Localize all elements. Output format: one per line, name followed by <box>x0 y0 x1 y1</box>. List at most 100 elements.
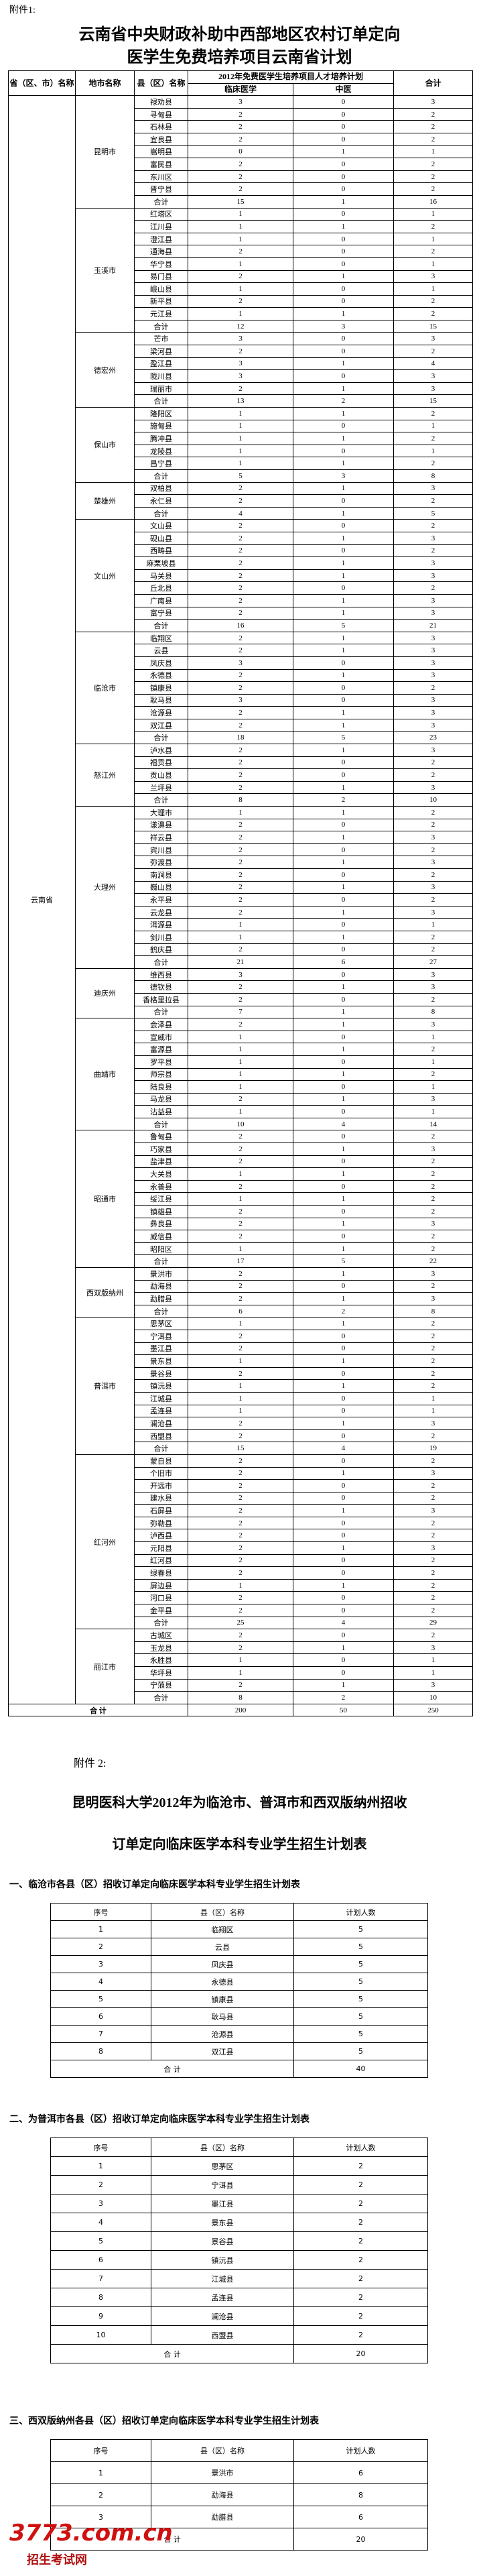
cell: 2 <box>188 880 293 894</box>
cell: 2 <box>188 1554 293 1568</box>
cell: 2 <box>393 843 474 857</box>
cell: 2 <box>50 2175 151 2194</box>
county: 新平县 <box>134 294 188 308</box>
cell: 1 <box>292 569 395 583</box>
cell: 2 <box>188 1018 293 1031</box>
row: 3 墨江县 2 <box>50 2194 428 2213</box>
subtotal-label: 合计 <box>134 394 188 408</box>
subtotal: 8 <box>188 1691 293 1704</box>
cell: 9 <box>50 2306 151 2326</box>
cell: 1 <box>188 1167 293 1181</box>
subtotal: 8 <box>393 469 474 483</box>
cell: 3 <box>50 1955 151 1973</box>
county: 建水县 <box>134 1491 188 1505</box>
row: 大理州 大理市 1 1 2 <box>9 806 474 969</box>
cell: 5 <box>293 1920 428 1938</box>
row: 6 镇沅县 2 <box>50 2250 428 2270</box>
cell: 6 <box>293 2506 428 2528</box>
county: 云龙县 <box>134 905 188 919</box>
row: 保山市 隆阳区 1 1 2 <box>9 407 474 483</box>
subtotal: 6 <box>292 955 395 969</box>
cell: 2 <box>188 768 293 782</box>
cell: 1 <box>292 1267 395 1281</box>
cell: 8 <box>50 2288 151 2307</box>
cell: 0 <box>292 1529 395 1543</box>
city: 昆明市 <box>75 95 135 209</box>
cell: 2 <box>393 407 474 420</box>
cell: 0 <box>292 1391 395 1405</box>
title-line: 医学生免费培养项目云南省计划 <box>127 49 352 66</box>
cell: 3 <box>393 693 474 707</box>
cell: 3 <box>393 706 474 719</box>
cell: 0 <box>292 756 395 770</box>
county: 兰坪县 <box>134 780 188 795</box>
cell: 0 <box>292 544 395 558</box>
cell: 0 <box>292 581 395 595</box>
county: 大关县 <box>134 1167 188 1181</box>
cell: 2 <box>188 893 293 906</box>
subtotal: 7 <box>188 1005 293 1019</box>
cell: 0 <box>292 232 395 246</box>
cell: 宁洱县 <box>151 2175 294 2194</box>
row: 罗平县 1 0 1 <box>9 1055 474 1069</box>
cell: 2 <box>188 531 293 545</box>
county: 富宁县 <box>134 606 188 620</box>
subtotal-label: 合计 <box>134 1691 188 1704</box>
header: 县（区）名称 <box>151 2138 294 2157</box>
cell: 0 <box>188 145 293 159</box>
county: 景东县 <box>134 1354 188 1368</box>
city: 保山市 <box>75 407 135 483</box>
cell: 3 <box>393 1678 474 1692</box>
cell: 1 <box>393 918 474 931</box>
cell: 5 <box>293 1990 428 2008</box>
county: 富民县 <box>134 158 188 171</box>
cell: 1 <box>393 1391 474 1405</box>
cell: 1 <box>188 307 293 320</box>
province: 云南省 <box>8 95 76 1704</box>
cell: 2 <box>188 1205 293 1218</box>
cell: 2 <box>188 170 293 184</box>
cell: 2 <box>393 457 474 470</box>
cell: 2 <box>393 1354 474 1368</box>
row: 宾川县 2 0 2 <box>9 843 474 857</box>
county: 龙陵县 <box>134 444 188 458</box>
cell: 0 <box>292 345 395 358</box>
row: 文山州 文山县 2 0 2 <box>9 519 474 632</box>
county: 宣威市 <box>134 1030 188 1044</box>
cell: 0 <box>292 95 395 109</box>
subtotal: 18 <box>188 731 293 745</box>
cell: 2 <box>188 1130 293 1144</box>
cell: 1 <box>292 706 395 719</box>
cell: 1 <box>292 744 395 757</box>
cell: 江城县 <box>151 2269 294 2288</box>
city: 普洱市 <box>75 1317 135 1455</box>
cell: 2 <box>393 1317 474 1330</box>
subtotal: 3 <box>292 469 395 483</box>
cell: 0 <box>292 494 395 508</box>
cell: 2 <box>188 544 293 558</box>
cell: 2 <box>188 1092 293 1106</box>
cell: 1 <box>292 481 395 495</box>
cell: 3 <box>393 718 474 732</box>
cell: 2 <box>188 668 293 683</box>
county: 易门县 <box>134 270 188 284</box>
cell: 1 <box>188 1105 293 1118</box>
subtotal: 5 <box>292 619 395 632</box>
cell: 0 <box>292 943 395 957</box>
header: 地市名称 <box>75 70 135 97</box>
row: 富源县 1 1 2 <box>9 1043 474 1056</box>
cell: 3 <box>188 693 293 707</box>
county: 泸西县 <box>134 1529 188 1543</box>
row: 元江县 1 1 2 <box>9 307 474 320</box>
cell: 0 <box>292 843 395 857</box>
cell: 2 <box>188 581 293 595</box>
cell: 2 <box>188 1604 293 1617</box>
county: 华宁县 <box>134 257 188 271</box>
cell: 2 <box>188 1678 293 1692</box>
cell: 2 <box>393 120 474 133</box>
total: 40 <box>293 2060 428 2078</box>
cell: 1 <box>188 1030 293 1044</box>
cell: 1 <box>50 2156 151 2176</box>
cell: 2 <box>393 494 474 508</box>
row: 临沧市 临翔区 2 1 3 <box>9 631 474 745</box>
